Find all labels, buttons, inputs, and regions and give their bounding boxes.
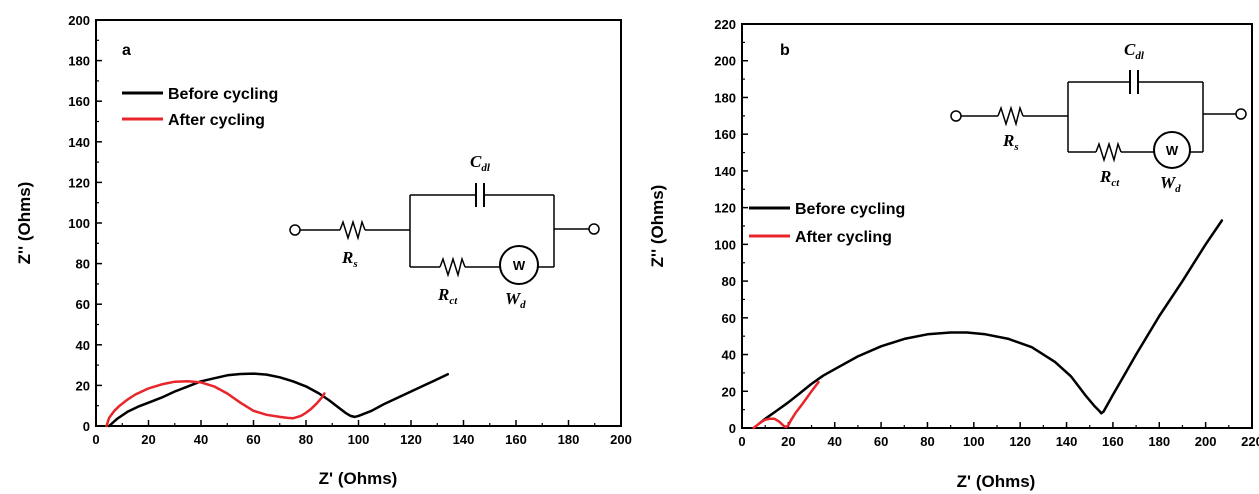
series-group (107, 374, 448, 426)
legend-label-after: After cycling (168, 112, 265, 129)
y-tick-label: 160 (68, 94, 90, 109)
cdl-label: Cdl (1124, 40, 1145, 62)
y-tick-label: 80 (722, 274, 736, 289)
wd-label: Wd (505, 289, 526, 311)
x-tick-label: 200 (1195, 434, 1217, 449)
x-tick-label: 80 (299, 432, 313, 447)
x-tick-label: 180 (558, 432, 580, 447)
warburg-symbol: W (513, 258, 526, 273)
series-line-after-cycling (107, 381, 325, 426)
x-tick-label: 20 (141, 432, 155, 447)
x-tick-label: 200 (610, 432, 632, 447)
y-tick-label: 120 (714, 201, 736, 216)
series-group (754, 221, 1222, 429)
y-tick-label: 220 (714, 17, 736, 32)
x-tick-label: 140 (1056, 434, 1078, 449)
y-tick-label: 120 (68, 175, 90, 190)
resistor-rct (440, 259, 465, 275)
warburg-symbol: W (1166, 143, 1179, 158)
x-tick-label: 180 (1148, 434, 1170, 449)
plot-frame (742, 24, 1252, 428)
x-tick-label: 120 (400, 432, 422, 447)
series-line-before-cycling (761, 221, 1222, 423)
x-tick-label: 160 (505, 432, 527, 447)
y-tick-label: 180 (714, 90, 736, 105)
x-tick-label: 140 (453, 432, 475, 447)
legend-label-after: After cycling (795, 229, 892, 246)
y-tick-label: 200 (68, 13, 90, 28)
y-tick-label: 0 (83, 419, 90, 434)
x-axis-label: Z' (Ohms) (957, 472, 1036, 491)
x-tick-label: 0 (738, 434, 745, 449)
x-tick-label: 20 (781, 434, 795, 449)
rs-label: Rs (1002, 131, 1019, 153)
circuit-terminal-left (951, 111, 961, 121)
rct-label: Rct (437, 285, 458, 307)
circuit-terminal-left (290, 225, 300, 235)
rct-label: Rct (1099, 167, 1120, 189)
panel-label: a (122, 42, 131, 59)
wd-label: Wd (1160, 173, 1181, 195)
circuit-terminal-right (1236, 109, 1246, 119)
y-tick-label: 40 (76, 338, 90, 353)
x-tick-label: 0 (92, 432, 99, 447)
x-tick-label: 60 (246, 432, 260, 447)
x-tick-label: 120 (1009, 434, 1031, 449)
y-tick-label: 140 (68, 135, 90, 150)
x-tick-label: 40 (827, 434, 841, 449)
y-tick-label: 20 (722, 384, 736, 399)
resistor-rs (340, 222, 365, 238)
circuit-terminal-right (589, 224, 599, 234)
y-tick-label: 100 (714, 237, 736, 252)
x-tick-label: 60 (874, 434, 888, 449)
y-tick-label: 20 (76, 378, 90, 393)
chart-panel-a: 0 20 40 60 80 100 120 140 160 180 200 0 20 40 60 80 100 1… (15, 13, 632, 488)
y-tick-label: 140 (714, 164, 736, 179)
equivalent-circuit (290, 183, 599, 284)
panel-label: b (780, 42, 790, 59)
x-tick-label: 80 (920, 434, 934, 449)
resistor-rs (998, 108, 1023, 124)
chart-panel-b: 0 20 40 60 80 100 120 140 160 180 200 220 0 20 40 60 80 1… (648, 17, 1259, 491)
rs-label: Rs (341, 248, 358, 270)
y-tick-label: 60 (722, 311, 736, 326)
plot-frame (96, 20, 621, 426)
y-tick-label: 160 (714, 127, 736, 142)
legend: Before cycling After cycling (749, 201, 905, 246)
resistor-rct (1096, 144, 1121, 160)
y-tick-label: 200 (714, 54, 736, 69)
x-tick-label: 100 (963, 434, 985, 449)
legend: Before cycling After cycling (122, 86, 278, 129)
y-axis-label: Z'' (Ohms) (15, 182, 34, 265)
equivalent-circuit (951, 70, 1246, 168)
legend-label-before: Before cycling (795, 201, 905, 218)
x-tick-label: 100 (348, 432, 370, 447)
y-tick-label: 40 (722, 348, 736, 363)
x-tick-label: 160 (1102, 434, 1124, 449)
legend-label-before: Before cycling (168, 86, 278, 103)
y-tick-label: 60 (76, 297, 90, 312)
cdl-label: Cdl (470, 152, 491, 174)
y-tick-label: 0 (729, 421, 736, 436)
x-tick-label: 40 (194, 432, 208, 447)
y-tick-label: 180 (68, 54, 90, 69)
series-line-before-cycling (109, 374, 448, 426)
y-tick-label: 80 (76, 257, 90, 272)
y-axis-label: Z'' (Ohms) (648, 185, 667, 268)
x-tick-label: 220 (1241, 434, 1259, 449)
x-axis-label: Z' (Ohms) (319, 469, 398, 488)
y-tick-label: 100 (68, 216, 90, 231)
